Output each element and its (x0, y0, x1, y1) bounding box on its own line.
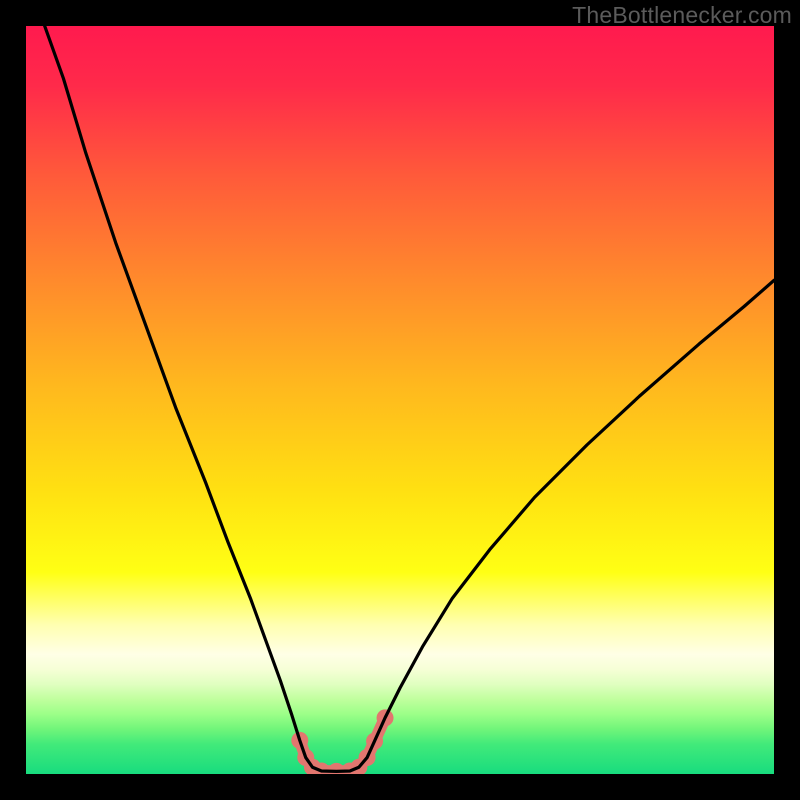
bottleneck-curve (45, 26, 774, 771)
chart-plot-area (26, 26, 774, 774)
watermark-text: TheBottlenecker.com (572, 2, 792, 29)
chart-svg (26, 26, 774, 774)
